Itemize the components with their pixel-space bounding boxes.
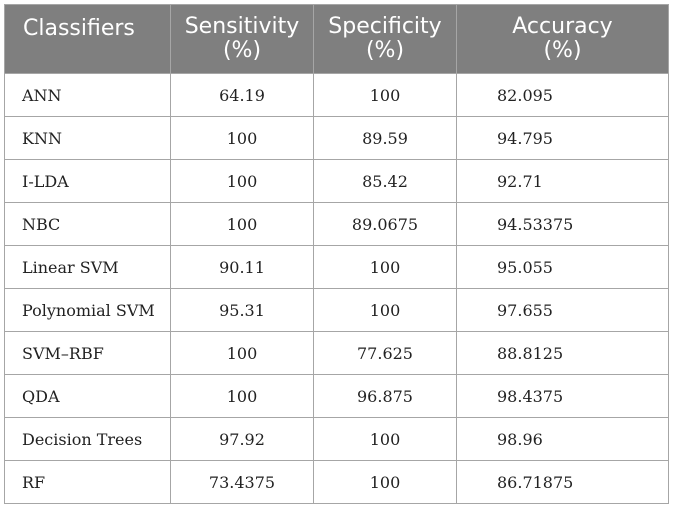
sensitivity-cell: 95.31 — [170, 288, 314, 332]
sensitivity-cell: 100 — [170, 202, 314, 246]
header-specificity: Specificity (%) — [313, 4, 457, 74]
classifier-cell: NBC — [4, 202, 171, 246]
header-sensitivity-label: Sensitivity — [184, 14, 300, 39]
header-accuracy-unit: (%) — [543, 38, 582, 63]
accuracy-cell: 94.795 — [456, 116, 669, 160]
header-accuracy: Accuracy (%) — [456, 4, 669, 74]
table-row: Polynomial SVM 95.31 100 97.655 — [4, 288, 669, 332]
sensitivity-cell: 64.19 — [170, 73, 314, 117]
accuracy-cell: 88.8125 — [456, 331, 669, 375]
header-sensitivity: Sensitivity (%) — [170, 4, 314, 74]
results-table-container: Classifiers Sensitivity (%) Specificity … — [4, 4, 669, 504]
table-row: Decision Trees 97.92 100 98.96 — [4, 417, 669, 461]
classifier-cell: Decision Trees — [4, 417, 171, 461]
table-row: I-LDA 100 85.42 92.71 — [4, 159, 669, 203]
specificity-cell: 100 — [313, 460, 457, 504]
table-row: KNN 100 89.59 94.795 — [4, 116, 669, 160]
table-row: ANN 64.19 100 82.095 — [4, 73, 669, 117]
table-body: ANN 64.19 100 82.095 KNN 100 89.59 94.795 I-LDA 1… — [4, 73, 669, 504]
accuracy-cell: 92.71 — [456, 159, 669, 203]
header-specificity-label: Specificity — [328, 14, 442, 39]
specificity-cell: 100 — [313, 73, 457, 117]
sensitivity-cell: 100 — [170, 116, 314, 160]
classifier-cell: I-LDA — [4, 159, 171, 203]
classifier-cell: KNN — [4, 116, 171, 160]
specificity-cell: 77.625 — [313, 331, 457, 375]
classifier-cell: ANN — [4, 73, 171, 117]
accuracy-cell: 97.655 — [456, 288, 669, 332]
accuracy-cell: 94.53375 — [456, 202, 669, 246]
specificity-cell: 100 — [313, 417, 457, 461]
table-row: Linear SVM 90.11 100 95.055 — [4, 245, 669, 289]
classifier-cell: RF — [4, 460, 171, 504]
table-row: SVM–RBF 100 77.625 88.8125 — [4, 331, 669, 375]
accuracy-cell: 98.96 — [456, 417, 669, 461]
classifier-cell: QDA — [4, 374, 171, 418]
header-classifiers-label: Classifiers — [23, 16, 135, 41]
specificity-cell: 96.875 — [313, 374, 457, 418]
sensitivity-cell: 73.4375 — [170, 460, 314, 504]
sensitivity-cell: 100 — [170, 159, 314, 203]
sensitivity-cell: 90.11 — [170, 245, 314, 289]
table-row: QDA 100 96.875 98.4375 — [4, 374, 669, 418]
table-row: NBC 100 89.0675 94.53375 — [4, 202, 669, 246]
header-specificity-unit: (%) — [365, 38, 405, 63]
sensitivity-cell: 100 — [170, 331, 314, 375]
classifier-cell: Linear SVM — [4, 245, 171, 289]
header-classifiers: Classifiers — [4, 4, 171, 74]
classifier-cell: Polynomial SVM — [4, 288, 171, 332]
accuracy-cell: 86.71875 — [456, 460, 669, 504]
specificity-cell: 89.59 — [313, 116, 457, 160]
classifier-cell: SVM–RBF — [4, 331, 171, 375]
table-row: RF 73.4375 100 86.71875 — [4, 460, 669, 504]
accuracy-cell: 95.055 — [456, 245, 669, 289]
specificity-cell: 100 — [313, 245, 457, 289]
accuracy-cell: 82.095 — [456, 73, 669, 117]
specificity-cell: 85.42 — [313, 159, 457, 203]
classifier-results-table: Classifiers Sensitivity (%) Specificity … — [4, 4, 669, 504]
header-row: Classifiers Sensitivity (%) Specificity … — [4, 4, 669, 74]
header-accuracy-label: Accuracy — [512, 14, 613, 39]
table-header: Classifiers Sensitivity (%) Specificity … — [4, 4, 669, 74]
accuracy-cell: 98.4375 — [456, 374, 669, 418]
specificity-cell: 100 — [313, 288, 457, 332]
specificity-cell: 89.0675 — [313, 202, 457, 246]
sensitivity-cell: 100 — [170, 374, 314, 418]
header-sensitivity-unit: (%) — [222, 38, 262, 63]
sensitivity-cell: 97.92 — [170, 417, 314, 461]
